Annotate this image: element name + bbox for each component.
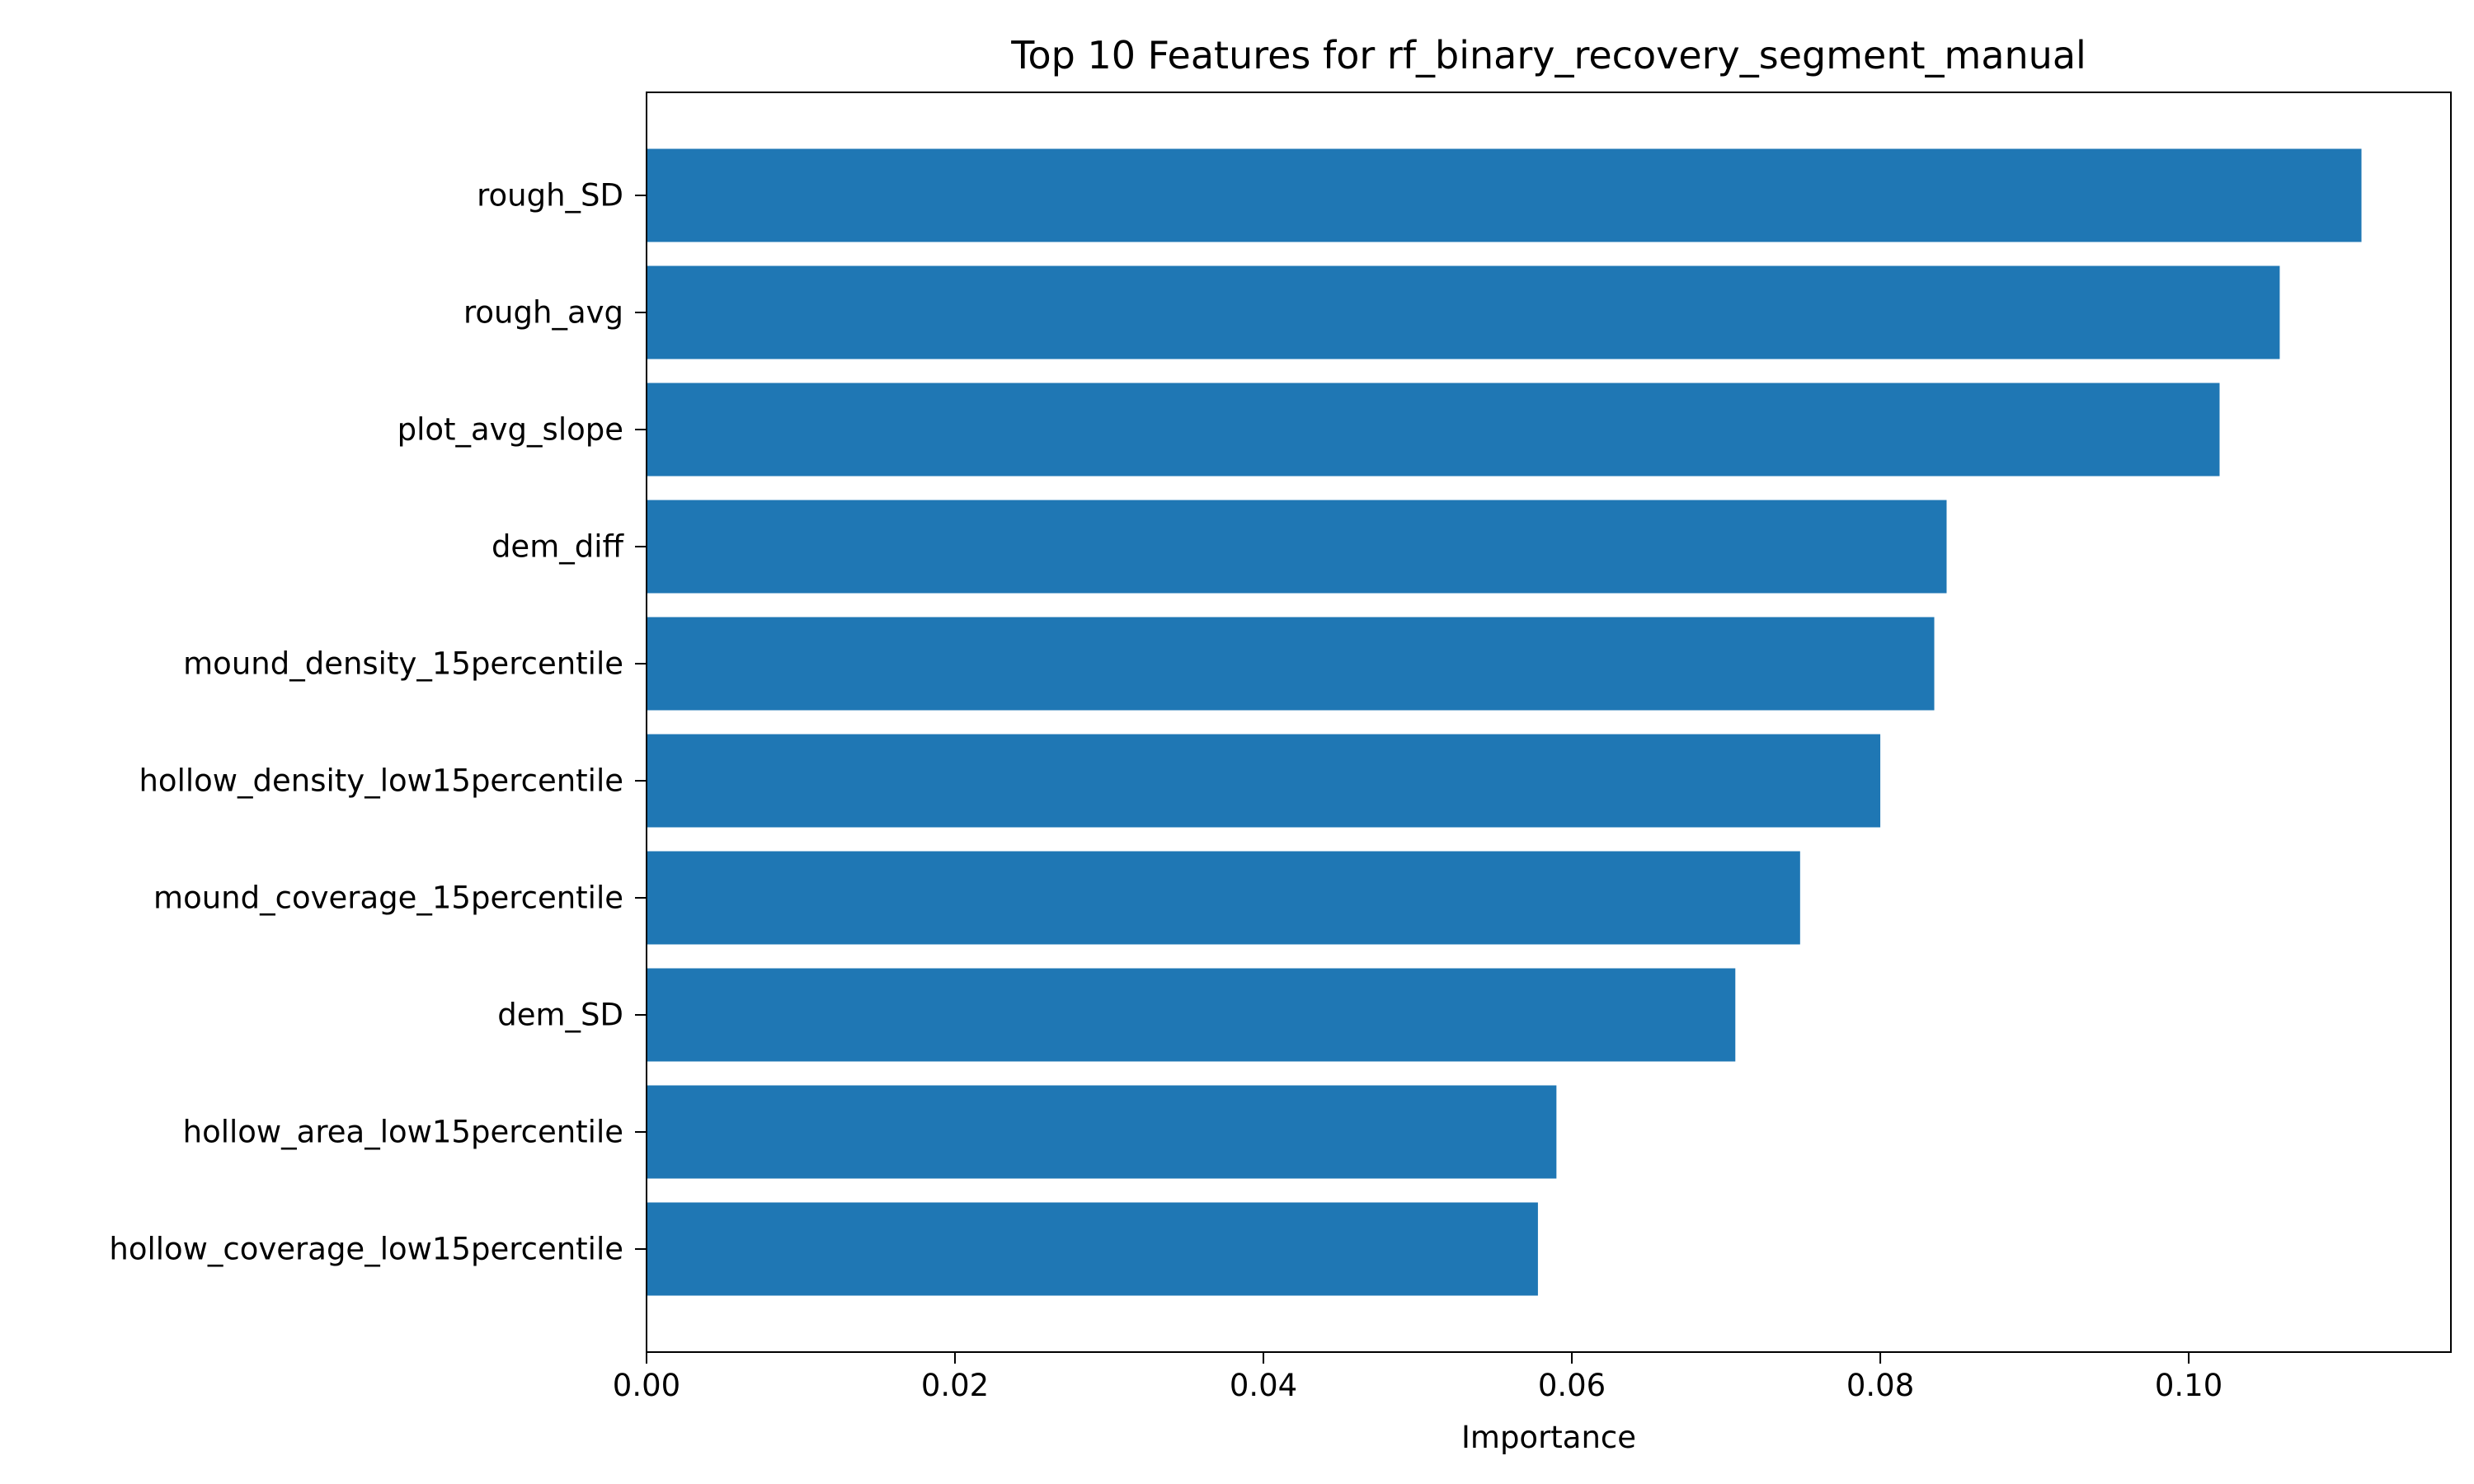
x-tick-label: 0.02 (921, 1368, 989, 1403)
y-tick-label: plot_avg_slope (397, 412, 623, 448)
bars-layer (647, 148, 2362, 1296)
x-tick-label: 0.00 (613, 1368, 680, 1403)
x-axis-label: Importance (1461, 1420, 1636, 1455)
bar-hollow-density-low15percentile (647, 734, 1881, 828)
plot-frame (646, 92, 2452, 1353)
y-tick-label: hollow_density_low15percentile (139, 763, 623, 799)
x-tick-label: 0.08 (1846, 1368, 1914, 1403)
y-tick-label: dem_SD (497, 998, 623, 1033)
y-tick-label: rough_SD (477, 178, 623, 214)
bar-rough-avg (647, 265, 2280, 359)
bar-dem-sd (647, 968, 1736, 1062)
bar-mound-density-15percentile (647, 617, 1935, 711)
bar-rough-sd (647, 148, 2362, 242)
chart-title: Top 10 Features for rf_binary_recovery_s… (1010, 33, 2086, 77)
y-tick-label: rough_avg (463, 295, 623, 331)
y-ticks-layer: rough_SD rough_avg plot_avg_slope dem_diffm… (109, 178, 647, 1267)
bar-plot-avg-slope (647, 383, 2220, 477)
y-tick-label: hollow_area_low15percentile (183, 1115, 623, 1150)
y-tick-label: mound_coverage_15percentile (153, 881, 623, 916)
x-tick-label: 0.04 (1230, 1368, 1297, 1403)
bar-mound-coverage-15percentile (647, 851, 1800, 945)
x-tick-label: 0.06 (1538, 1368, 1606, 1403)
x-tick-label: 0.10 (2155, 1368, 2222, 1403)
bar-hollow-area-low15percentile (647, 1085, 1557, 1179)
y-tick-label: mound_density_15percentile (183, 646, 623, 682)
x-ticks-layer: 0.00 0.02 0.04 0.06 0.08 0.10 (613, 1352, 2222, 1403)
bar-hollow-coverage-low15percentile (647, 1202, 1538, 1296)
y-tick-label: dem_diff (492, 529, 625, 565)
bar-dem-diff (647, 500, 1947, 594)
y-tick-label: hollow_coverage_low15percentile (109, 1232, 623, 1267)
